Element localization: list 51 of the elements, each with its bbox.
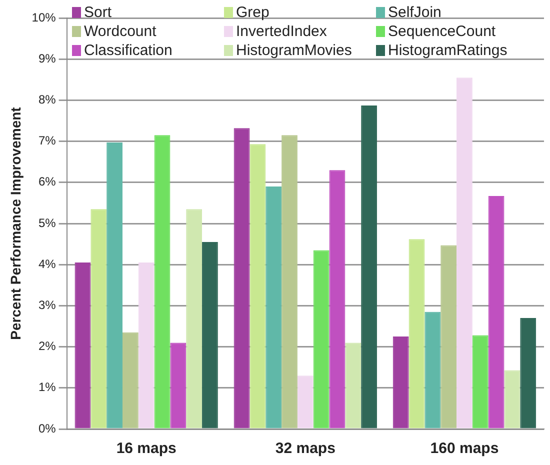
bar [282, 135, 298, 428]
legend-label: InvertedIndex [236, 23, 327, 40]
bar [122, 332, 138, 428]
legend-label: HistogramMovies [236, 42, 352, 59]
bar [154, 135, 170, 428]
x-tick-label: 160 maps [430, 440, 499, 458]
y-tick-label: 6% [38, 174, 56, 189]
bar [202, 242, 218, 428]
bar [504, 370, 520, 428]
legend-label: HistogramRatings [388, 42, 508, 59]
legend-label: Classification [84, 42, 172, 59]
bar [297, 376, 314, 428]
bar [424, 312, 441, 428]
y-tick-label: 9% [38, 51, 56, 66]
bar [170, 342, 186, 428]
y-tick-label: 2% [38, 339, 56, 354]
bar [74, 262, 91, 428]
y-tick-label: 10% [32, 10, 56, 24]
bar [440, 245, 457, 428]
legend-label: Grep [236, 4, 270, 21]
y-tick-label: 0% [38, 421, 56, 436]
legend-label: Sort [84, 4, 112, 21]
bar [361, 106, 377, 428]
legend-label: SequenceCount [388, 23, 496, 40]
legend-label: SelfJoin [388, 4, 442, 21]
bar [345, 342, 362, 428]
x-tick-label: 32 maps [275, 440, 336, 458]
bar [408, 239, 425, 428]
bar [472, 335, 488, 428]
y-axis-title: Percent Performance Improvement [7, 106, 24, 340]
y-tick-label: 8% [38, 92, 56, 107]
bar [186, 209, 202, 428]
bar [138, 262, 154, 428]
bar [90, 209, 107, 428]
y-tick-label: 3% [38, 298, 56, 312]
bar [329, 170, 346, 428]
y-tick-label: 7% [38, 134, 56, 148]
bar [456, 78, 472, 428]
y-tick-label: 4% [38, 256, 56, 271]
y-tick-label: 1% [38, 380, 56, 394]
bar [250, 144, 266, 428]
x-tick-label: 16 maps [116, 440, 176, 458]
bar [106, 142, 122, 428]
bar [266, 186, 282, 428]
bar [520, 318, 536, 428]
bar [234, 128, 250, 428]
bar [313, 250, 330, 428]
bar [488, 196, 504, 428]
legend-label: Wordcount [84, 23, 156, 40]
bar [392, 336, 409, 428]
y-tick-label: 5% [38, 216, 56, 230]
